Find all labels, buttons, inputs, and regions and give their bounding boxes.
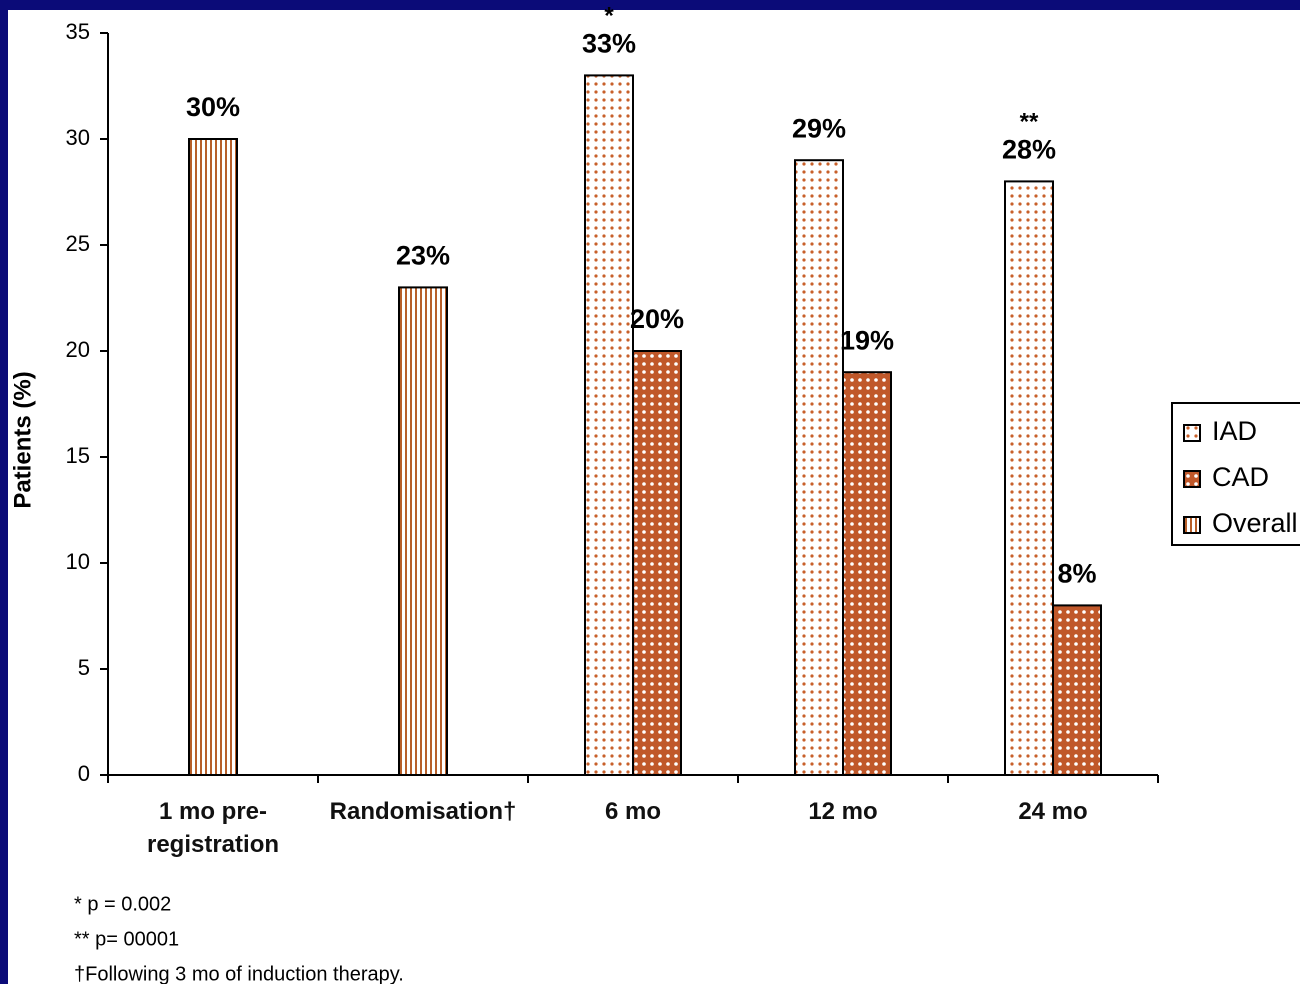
- legend-label: Overall: [1212, 508, 1298, 538]
- data-label: 23%: [396, 241, 450, 271]
- x-tick-label: Randomisation†: [329, 798, 517, 825]
- legend-swatch: [1183, 424, 1201, 442]
- x-tick-label: 12 mo: [808, 798, 878, 825]
- significance-marker: **: [1020, 109, 1039, 136]
- bar: [584, 74, 634, 776]
- y-tick-label: 30: [66, 125, 90, 150]
- y-tick-label: 20: [66, 337, 90, 362]
- y-tick-label: 15: [66, 443, 90, 468]
- significance-marker: *: [604, 3, 614, 30]
- y-tick-label: 10: [66, 549, 90, 574]
- y-tick-label: 35: [66, 19, 90, 44]
- bar: [1004, 180, 1054, 776]
- bar: [188, 138, 238, 776]
- bar: [632, 350, 682, 776]
- data-label: 28%: [1002, 135, 1056, 165]
- data-label: 8%: [1057, 559, 1096, 589]
- bar: [794, 159, 844, 776]
- data-label: 33%: [582, 29, 636, 59]
- legend-swatch: [1183, 516, 1201, 534]
- bar: [1052, 604, 1102, 777]
- bar: [398, 286, 448, 776]
- y-tick-label: 5: [78, 655, 90, 680]
- data-label: 30%: [186, 92, 240, 122]
- legend-label: CAD: [1212, 462, 1269, 492]
- bar: [842, 371, 892, 776]
- x-tick-label: 24 mo: [1018, 798, 1088, 825]
- data-label: 19%: [840, 325, 894, 355]
- legend-label: IAD: [1212, 416, 1257, 446]
- legend-swatch: [1183, 470, 1201, 488]
- y-tick-label: 0: [78, 761, 90, 786]
- x-tick-label: 1 mo pre-registration: [146, 798, 280, 858]
- data-label: 20%: [630, 304, 684, 334]
- x-tick-label: 6 mo: [604, 798, 661, 825]
- footnote: †Following 3 mo of induction therapy.: [74, 963, 404, 984]
- footnote: ** p= 00001: [74, 928, 179, 950]
- y-axis-label: Patients (%): [9, 371, 36, 508]
- footnote: * p = 0.002: [74, 893, 171, 915]
- data-label: 29%: [792, 113, 846, 143]
- y-tick-label: 25: [66, 231, 90, 256]
